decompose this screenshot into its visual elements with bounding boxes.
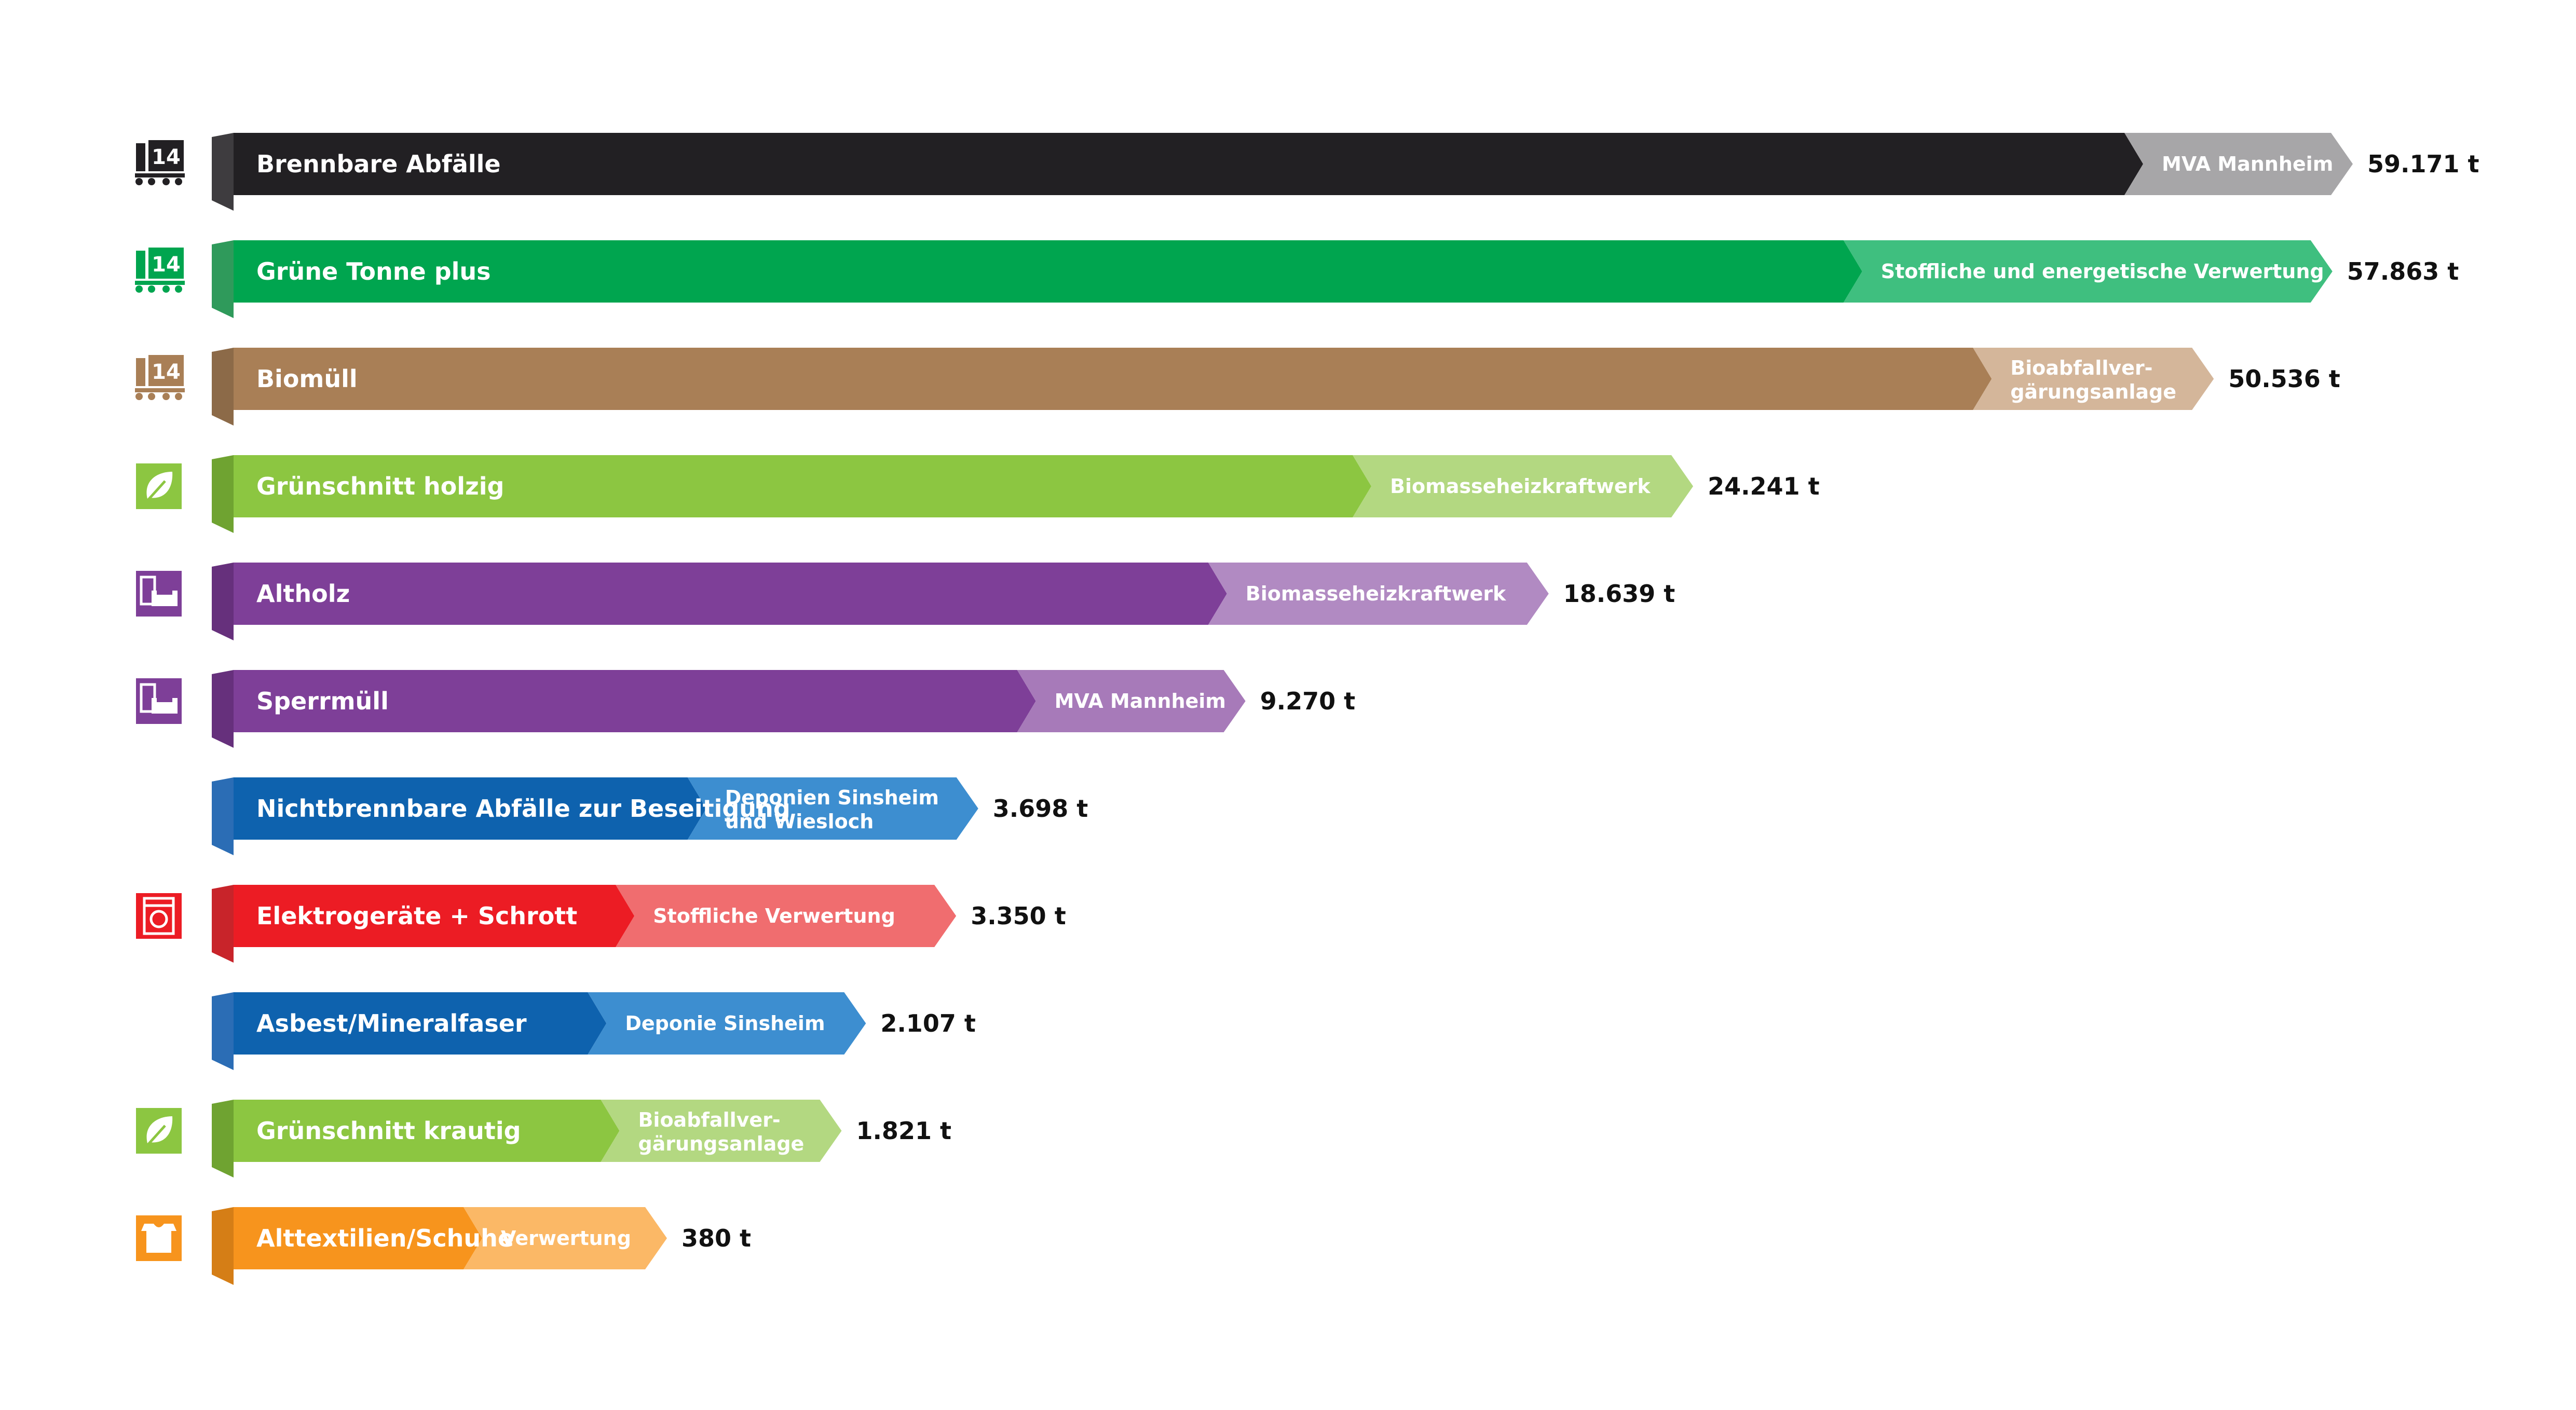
bar [234, 777, 706, 840]
bar-row: Elektrogeräte + Schrott Stoffliche Verwer… [212, 885, 1066, 963]
category-label: Grünschnitt krautig [256, 1117, 521, 1145]
bar-cap [212, 777, 234, 855]
bar [234, 240, 1862, 303]
destination-arrow [1017, 670, 1246, 732]
destination-label: Biomasseheizkraftwerk [1246, 582, 1506, 605]
bar-row: Grüne Tonne plus Stoffliche und energetis… [212, 240, 2459, 318]
leaf-icon [136, 1108, 182, 1154]
destination-label: MVA Mannheim [1055, 690, 1226, 713]
bar [234, 348, 1992, 410]
category-label: Asbest/Mineralfaser [256, 1009, 527, 1037]
bar [234, 1207, 482, 1269]
destination-label: Stoffliche und energetische Verwertung [1881, 260, 2324, 283]
category-label: Sperrmüll [256, 687, 389, 715]
bar-row: Asbest/Mineralfaser Deponie Sinsheim 2.107… [212, 992, 976, 1070]
category-label: Grünschnitt holzig [256, 472, 504, 500]
bar-cap [212, 455, 234, 533]
category-label: Grüne Tonne plus [256, 257, 491, 285]
bar-row: Biomüll Bioabfallver-gärungsanlage 50.536 … [212, 348, 2340, 426]
destination-arrow [1973, 348, 2214, 410]
bar [234, 133, 2143, 195]
destination-label: und Wiesloch [725, 810, 874, 833]
destination-label: Bioabfallver- [2010, 357, 2152, 379]
bar-row: Grünschnitt holzig Biomasseheizkraftwerk 2… [212, 455, 1820, 533]
bar-cap [212, 348, 234, 426]
truck-14-icon: 14 [135, 248, 185, 293]
destination-arrow [616, 885, 957, 947]
category-label: Altholz [256, 580, 350, 608]
destination-label: Stoffliche Verwertung [653, 905, 895, 927]
truck-14-icon: 14 [135, 140, 185, 185]
bar-cap [212, 563, 234, 640]
truck-14-icon: 14 [135, 355, 185, 400]
destination-label: Biomasseheizkraftwerk [1390, 475, 1651, 498]
bar-row: Nichtbrennbare Abfälle zur BeseitigungDe… [212, 777, 1088, 855]
bar-cap [212, 1207, 234, 1285]
value-label: 1.821 t [856, 1117, 951, 1145]
bar-cap [212, 885, 234, 963]
bar-cap [212, 240, 234, 318]
value-label: 3.698 t [993, 795, 1088, 823]
value-label: 3.350 t [971, 902, 1066, 930]
bar-cap [212, 992, 234, 1070]
value-label: 57.863 t [2347, 257, 2459, 285]
destination-label: Deponie Sinsheim [625, 1012, 825, 1035]
destination-label: Deponien Sinsheim [725, 786, 939, 809]
bar-row: Brennbare Abfälle MVA Mannheim 59.171 t [212, 133, 2479, 211]
bar [234, 885, 635, 947]
value-label: 50.536 t [2228, 365, 2340, 393]
destination-arrow [464, 1207, 667, 1269]
value-label: 24.241 t [1708, 472, 1820, 500]
destination-arrow [687, 777, 978, 840]
destination-label: Verwertung [501, 1227, 631, 1250]
destination-label: gärungsanlage [2010, 380, 2176, 403]
bar-row: Grünschnitt krautig Bioabfallver-gärungsa… [212, 1100, 951, 1178]
washing-machine-icon [136, 893, 182, 939]
svg-text:14: 14 [152, 253, 181, 277]
bar-cap [212, 670, 234, 748]
value-label: 9.270 t [1260, 687, 1356, 715]
bar [234, 670, 1036, 732]
bar-cap [212, 133, 234, 211]
value-label: 59.171 t [2367, 150, 2479, 178]
bar-cap [212, 1100, 234, 1178]
svg-text:14: 14 [152, 360, 181, 384]
leaf-icon [136, 463, 182, 509]
destination-arrow [601, 1100, 842, 1162]
destination-arrow [1208, 563, 1549, 625]
category-label: Biomüll [256, 365, 358, 393]
category-label: Nichtbrennbare Abfälle zur Beseitigung [256, 795, 790, 823]
bar-row: Altholz Biomasseheizkraftwerk 18.639 t [212, 563, 1675, 640]
furniture-icon [136, 678, 182, 724]
destination-arrow [2124, 133, 2353, 195]
furniture-icon [136, 571, 182, 617]
destination-arrow [588, 992, 866, 1055]
bar [234, 992, 607, 1055]
destination-arrow [1843, 240, 2333, 303]
destination-label: Bioabfallver- [638, 1108, 780, 1131]
destination-label: MVA Mannheim [2162, 153, 2333, 175]
value-label: 2.107 t [880, 1009, 976, 1037]
category-label: Alttextilien/Schuhe [256, 1224, 514, 1252]
category-label: Elektrogeräte + Schrott [256, 902, 577, 930]
bar-row: Sperrmüll MVA Mannheim 9.270 t [212, 670, 1355, 748]
bar [234, 563, 1227, 625]
bar [234, 1100, 620, 1162]
value-label: 380 t [682, 1224, 751, 1252]
bar [234, 455, 1372, 517]
svg-text:14: 14 [152, 145, 181, 169]
destination-arrow [1353, 455, 1694, 517]
value-label: 18.639 t [1563, 580, 1675, 608]
category-label: Brennbare Abfälle [256, 150, 501, 178]
shirt-icon [136, 1215, 182, 1261]
destination-label: gärungsanlage [638, 1132, 804, 1155]
